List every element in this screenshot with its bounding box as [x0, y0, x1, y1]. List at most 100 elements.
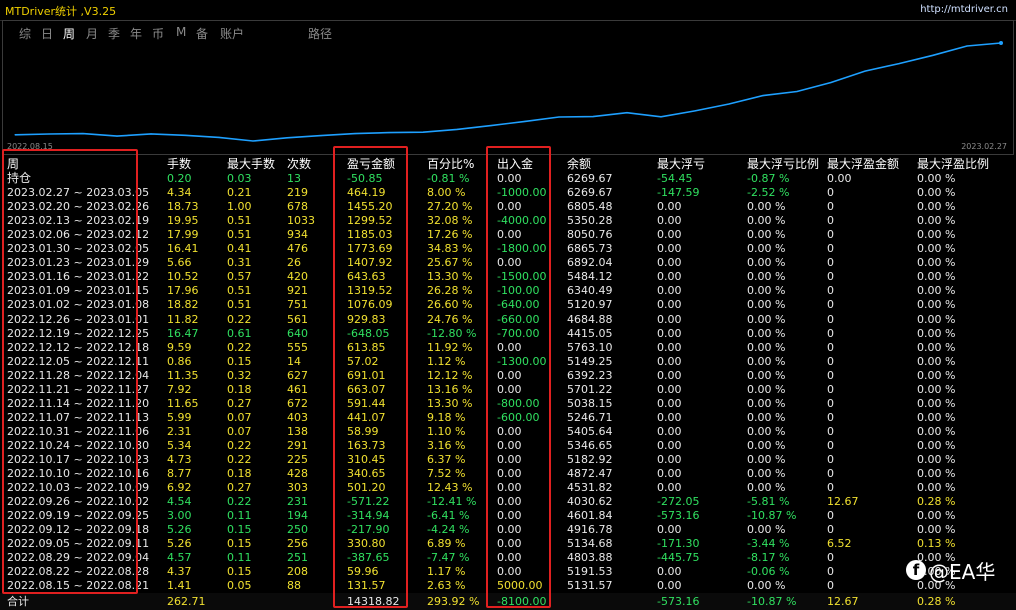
cell-lots: 11.65: [167, 396, 199, 410]
cell-balance: 6269.67: [567, 186, 613, 200]
cell-lots: 5.99: [167, 410, 192, 424]
tab-4[interactable]: 季: [108, 27, 121, 41]
cell-max-lots: 0.51: [227, 228, 252, 242]
cell-max-float-profit: 0: [827, 396, 834, 410]
cell-balance: 5182.92: [567, 453, 613, 466]
cell-count: 26: [287, 256, 301, 270]
cell-count: 561: [287, 312, 308, 326]
cell-pnl: 643.63: [347, 270, 386, 284]
cell-week: 2022.11.28 ~ 2022.12.04: [7, 368, 150, 382]
cell-percent: 13.30 %: [427, 396, 473, 410]
cell-count: 250: [287, 523, 308, 537]
tab-10[interactable]: 路径: [308, 27, 333, 41]
cell-lots: 6.92: [167, 481, 192, 495]
cell-max-float-loss: 0.00: [657, 523, 682, 537]
cell-max-float-profit-pct: 0.00 %: [917, 396, 956, 410]
cell-max-lots: 0.18: [227, 467, 252, 481]
cell-max-float-loss: 0.00: [657, 368, 682, 382]
cell-max-float-profit: 0: [827, 453, 834, 466]
cell-max-float-loss: 0.00: [657, 256, 682, 270]
cell-max-lots: 0.27: [227, 481, 252, 495]
cell-max-float-profit: 0: [827, 509, 834, 523]
equity-point: [932, 54, 934, 56]
cell-lots: 5.26: [167, 523, 192, 537]
equity-point: [82, 133, 84, 135]
tab-8[interactable]: 备: [196, 27, 209, 41]
cell-lots: 4.54: [167, 495, 192, 509]
cell-max-float-profit: 0: [827, 410, 834, 424]
cell-percent: 1.10 %: [427, 424, 466, 438]
cell-max-float-profit: 0: [827, 424, 834, 438]
tab-1[interactable]: 日: [41, 27, 54, 41]
tab-3[interactable]: 月: [86, 27, 99, 41]
tab-7[interactable]: M: [176, 25, 187, 39]
cell-max-float-profit-pct: 0.00 %: [917, 410, 956, 424]
cell-max-float-profit: 0: [827, 242, 834, 256]
cell-max-lots: 0.21: [227, 186, 252, 200]
cell-max-float-loss: 0.00: [657, 340, 682, 354]
cell-max-float-loss: 0.00: [657, 326, 682, 340]
cell-deposit: -100.00: [497, 284, 540, 298]
cell-max-float-loss-pct: 0.00 %: [747, 368, 786, 382]
cell-percent: 1.17 %: [427, 565, 466, 579]
cell-pnl: -217.90: [347, 523, 390, 537]
cell-lots: 4.73: [167, 453, 192, 466]
equity-point: [898, 63, 900, 65]
tab-9[interactable]: 账户: [220, 27, 245, 41]
cell-percent: -12.41 %: [427, 495, 477, 509]
cell-count: 14: [287, 354, 301, 368]
cell-week: 2022.10.31 ~ 2022.11.06: [7, 424, 150, 438]
cell-pnl: -314.94: [347, 509, 390, 523]
cell-max-float-loss-pct: 0.00 %: [747, 298, 786, 312]
cell-max-float-profit-pct: 0.00 %: [917, 453, 956, 466]
cell-lots: 11.82: [167, 312, 199, 326]
total-lots: 262.71: [167, 595, 206, 608]
cell-count: 138: [287, 424, 308, 438]
tab-0[interactable]: 综: [19, 27, 32, 41]
weekly-stats-table: 周 手数 最大手数 次数 盈亏金额 百分比% 出入金 余额 最大浮亏 最大浮亏比例 最大浮盈金额 最大…: [0, 153, 1016, 610]
cell-max-lots: 0.61: [227, 326, 252, 340]
cell-deposit: 0.00: [497, 495, 522, 509]
cell-week: 2022.08.22 ~ 2022.08.28: [7, 565, 150, 579]
cell-lots: 18.82: [167, 298, 199, 312]
cell-deposit: -1500.00: [497, 270, 547, 284]
cell-pnl: 330.80: [347, 537, 386, 551]
tab-2[interactable]: 周: [63, 27, 76, 41]
cell-deposit: 0.00: [497, 382, 522, 396]
equity-point: [184, 134, 186, 136]
cell-max-float-loss-pct: 0.00 %: [747, 256, 786, 270]
tab-5[interactable]: 年: [130, 27, 143, 41]
cell-pnl: 464.19: [347, 186, 386, 200]
cell-balance: 6865.73: [567, 242, 613, 256]
equity-point: [762, 95, 764, 97]
cell-balance: 4531.82: [567, 481, 613, 495]
total-row-bg: [0, 593, 1016, 610]
cell-max-float-loss-pct: 0.00 %: [747, 579, 786, 593]
cell-balance: 4415.05: [567, 326, 613, 340]
cell-max-lots: 0.22: [227, 438, 252, 452]
cell-max-float-profit-pct: 0.00 %: [917, 284, 956, 298]
total-week: 合计: [7, 595, 29, 608]
cell-week: 2022.10.03 ~ 2022.10.09: [7, 481, 150, 495]
cell-deposit: 0.00: [497, 200, 522, 214]
cell-max-float-loss-pct: 0.00 %: [747, 228, 786, 242]
equity-point: [524, 120, 526, 122]
cell-max-float-loss-pct: 0.00 %: [747, 354, 786, 368]
cell-count: 672: [287, 396, 308, 410]
cell-count: 640: [287, 326, 308, 340]
cell-max-float-loss-pct: -0.06 %: [747, 565, 790, 579]
cell-max-float-loss-pct: -0.87 %: [747, 172, 790, 185]
cell-lots: 0.20: [167, 172, 192, 185]
cell-balance: 5405.64: [567, 424, 613, 438]
cell-max-float-loss: 0.00: [657, 481, 682, 495]
cell-max-float-profit: 0: [827, 354, 834, 368]
equity-point: [218, 136, 220, 138]
equity-point: [388, 132, 390, 134]
cell-max-float-profit-pct: 0.00 %: [917, 579, 956, 593]
tab-6[interactable]: 币: [152, 27, 165, 41]
cell-deposit: 5000.00: [497, 579, 543, 593]
cell-pnl: 441.07: [347, 410, 386, 424]
cell-week: 2022.11.14 ~ 2022.11.20: [7, 396, 150, 410]
site-link[interactable]: http://mtdriver.cn: [920, 4, 1008, 15]
equity-point: [456, 128, 458, 130]
